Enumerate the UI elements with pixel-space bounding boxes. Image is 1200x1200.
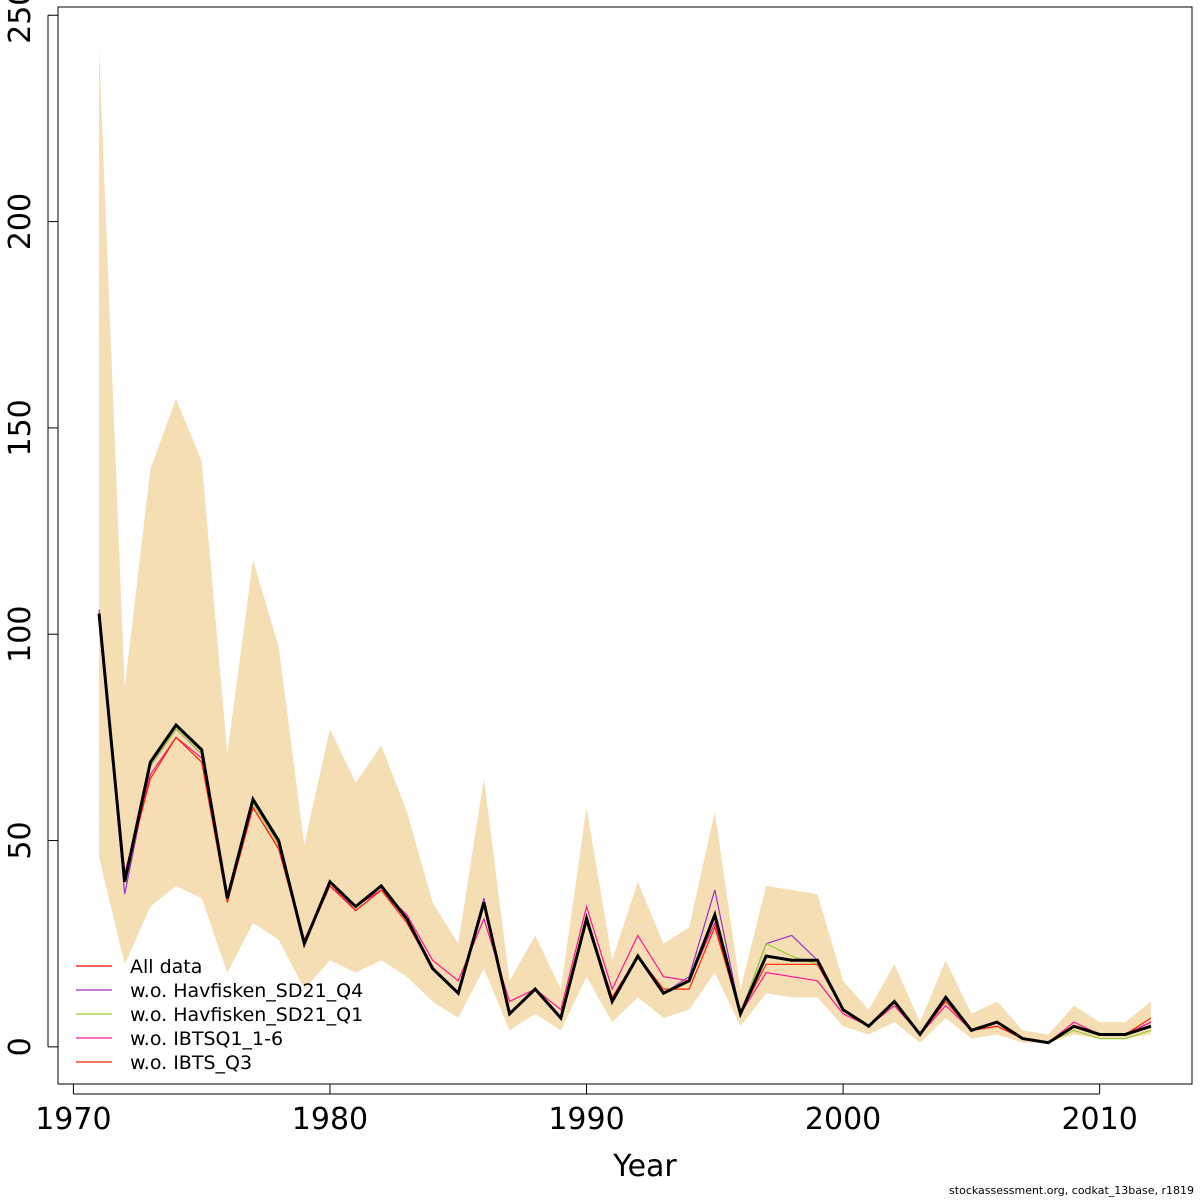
x-tick-label: 1990 [548,1102,624,1137]
x-axis-title: Year [612,1149,677,1184]
x-tick-label: 1970 [35,1102,111,1137]
axes-layer: 1970 1980 1990 2000 2010 0 50 100 150 200 250 [3,0,1193,1137]
legend-label-4: w.o. IBTS_Q3 [130,1052,252,1074]
x-tick-label: 2010 [1061,1102,1137,1137]
confidence-band-layer [99,48,1151,1043]
legend-label-1: w.o. Havfisken_SD21_Q4 [130,980,363,1002]
legend-label-3: w.o. IBTSQ1_1-6 [130,1028,283,1050]
y-tick-label: 50 [3,821,38,859]
y-tick-label: 150 [3,399,38,456]
legend-label-2: w.o. Havfisken_SD21_Q1 [130,1004,363,1026]
plot-frame [57,6,1193,1085]
main-estimate-line [97,613,1152,1045]
y-tick-label: 200 [3,193,38,250]
footer-credit: stockassessment.org, codkat_13base, r181… [949,1184,1194,1197]
series-layer [97,609,1152,1045]
y-tick-label: 0 [3,1037,38,1056]
legend-label-0: All data [130,956,202,978]
x-tick-label: 1980 [292,1102,368,1137]
y-tick-label: 100 [3,606,38,663]
confidence-band [99,48,1151,1043]
x-tick-label: 2000 [805,1102,881,1137]
y-tick-label: 250 [3,0,38,44]
